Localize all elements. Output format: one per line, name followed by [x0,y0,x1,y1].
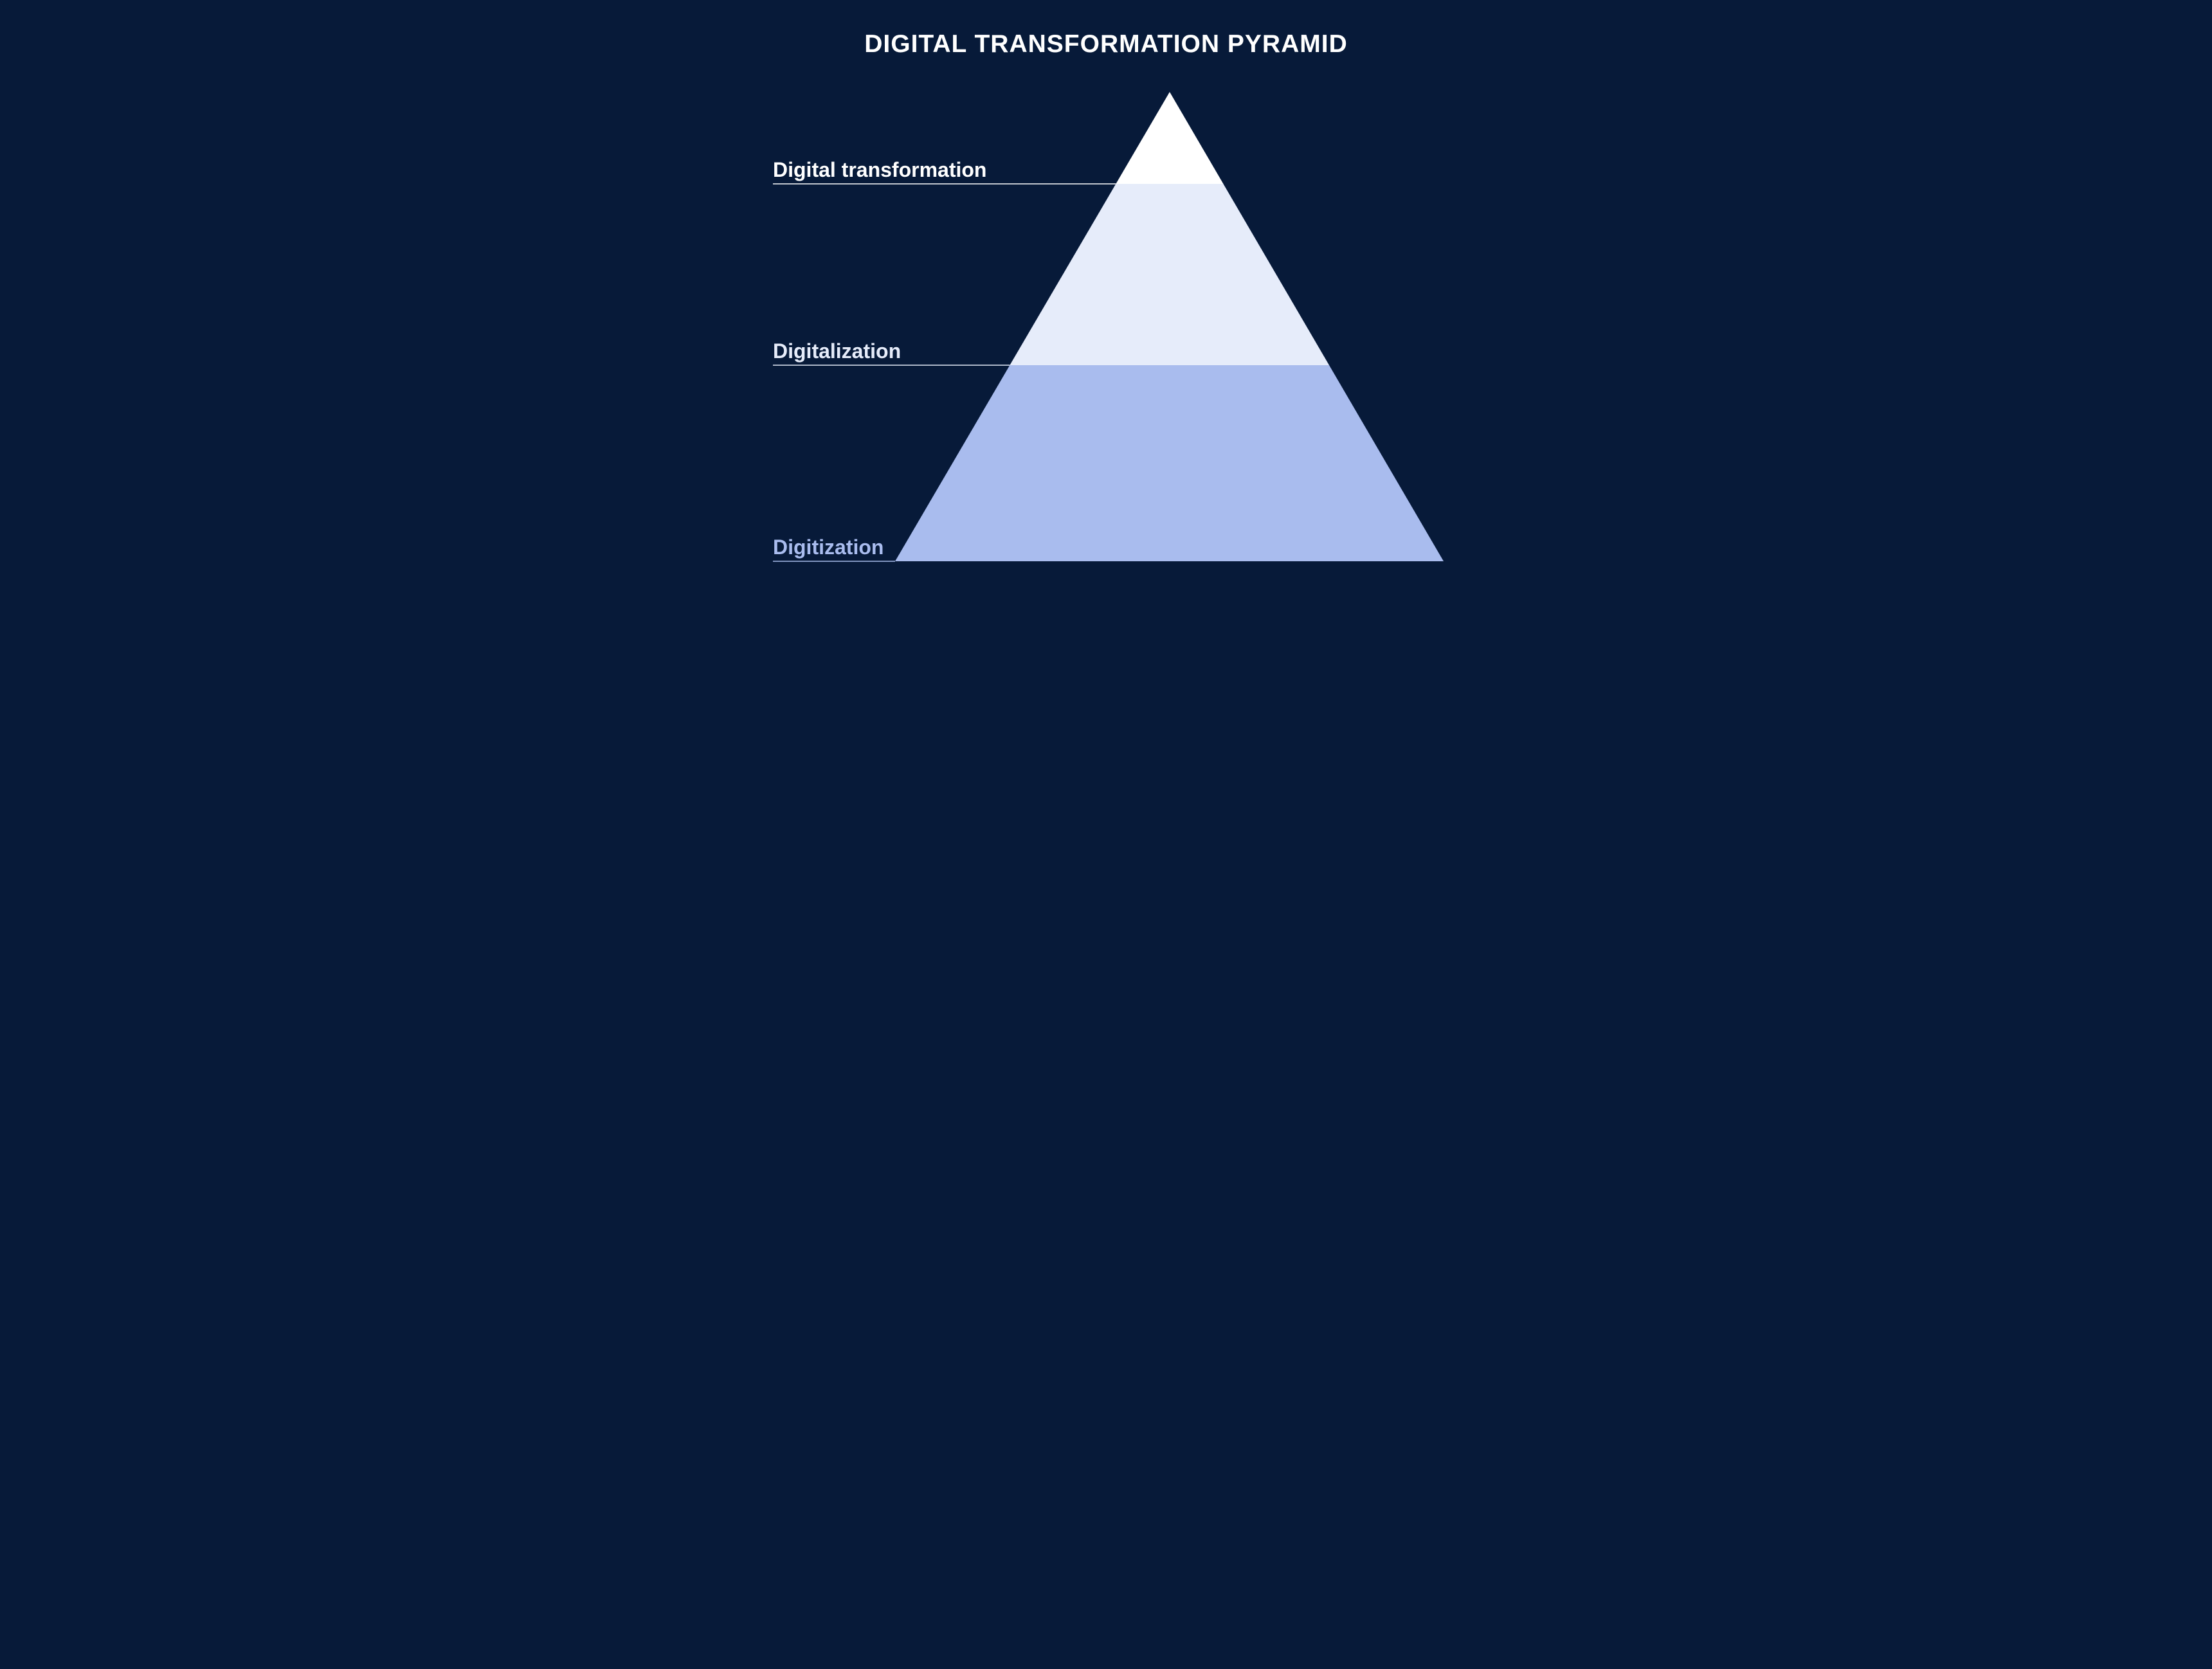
pyramid-tier-2 [895,365,1444,561]
pyramid-tier-0 [1116,92,1223,184]
tier-label-2: Digitization [773,536,884,559]
pyramid-graphic [700,0,1512,614]
pyramid-tier-1 [1010,184,1329,365]
diagram-canvas: DIGITAL TRANSFORMATION PYRAMID Digital t… [700,0,1512,614]
tier-label-1: Digitalization [773,339,901,363]
tier-label-0: Digital transformation [773,158,986,182]
diagram-title: DIGITAL TRANSFORMATION PYRAMID [700,30,1512,59]
